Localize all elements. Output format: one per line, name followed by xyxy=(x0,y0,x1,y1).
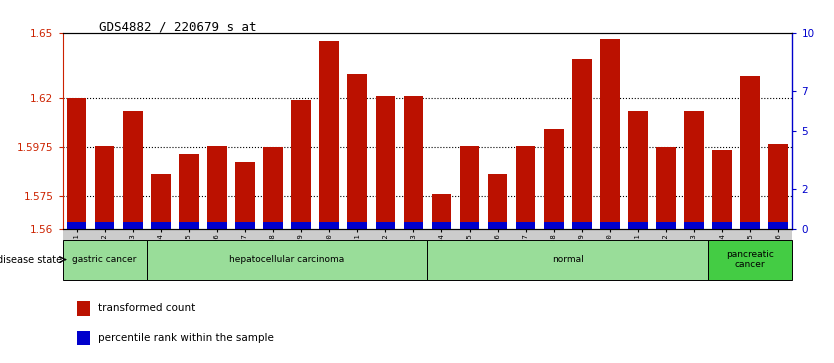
Bar xyxy=(207,146,227,229)
Bar xyxy=(95,222,114,229)
Bar xyxy=(179,222,198,229)
Bar xyxy=(460,146,480,229)
Bar xyxy=(151,222,171,229)
Text: GDS4882 / 220679_s_at: GDS4882 / 220679_s_at xyxy=(99,20,257,33)
Bar xyxy=(67,222,87,229)
Bar xyxy=(488,174,507,229)
Bar xyxy=(348,74,367,229)
Bar xyxy=(319,222,339,229)
Bar xyxy=(235,222,255,229)
Bar xyxy=(544,222,564,229)
Bar xyxy=(516,222,535,229)
Bar xyxy=(488,222,507,229)
FancyBboxPatch shape xyxy=(147,240,428,280)
Bar xyxy=(712,150,732,229)
Bar xyxy=(67,98,87,229)
Bar xyxy=(291,100,311,229)
Bar xyxy=(319,41,339,229)
Bar xyxy=(348,222,367,229)
Bar xyxy=(123,111,143,229)
Bar xyxy=(656,222,676,229)
Bar xyxy=(516,146,535,229)
Bar xyxy=(264,222,283,229)
Text: gastric cancer: gastric cancer xyxy=(73,255,137,264)
Bar xyxy=(600,222,620,229)
Text: hepatocellular carcinoma: hepatocellular carcinoma xyxy=(229,255,344,264)
Bar xyxy=(264,147,283,229)
Bar xyxy=(768,222,788,229)
Bar xyxy=(235,162,255,229)
Bar xyxy=(684,111,704,229)
FancyBboxPatch shape xyxy=(428,240,708,280)
Bar xyxy=(432,194,451,229)
Text: normal: normal xyxy=(552,255,584,264)
Bar xyxy=(460,222,480,229)
Bar xyxy=(179,154,198,229)
Bar xyxy=(123,222,143,229)
Bar xyxy=(375,96,395,229)
Bar xyxy=(77,331,90,345)
Text: transformed count: transformed count xyxy=(98,303,195,313)
Bar xyxy=(684,222,704,229)
Bar xyxy=(77,301,90,315)
Bar xyxy=(712,222,732,229)
Bar xyxy=(572,59,591,229)
Bar xyxy=(600,39,620,229)
Text: pancreatic
cancer: pancreatic cancer xyxy=(726,250,774,269)
Bar xyxy=(656,147,676,229)
Bar xyxy=(375,222,395,229)
Bar xyxy=(572,222,591,229)
Bar xyxy=(741,222,760,229)
Bar xyxy=(404,222,423,229)
Bar xyxy=(404,96,423,229)
Bar xyxy=(544,129,564,229)
Bar xyxy=(95,146,114,229)
FancyBboxPatch shape xyxy=(63,240,147,280)
Text: percentile rank within the sample: percentile rank within the sample xyxy=(98,333,274,343)
Bar xyxy=(741,76,760,229)
FancyBboxPatch shape xyxy=(708,240,792,280)
Bar xyxy=(628,222,648,229)
Bar xyxy=(768,144,788,229)
Bar xyxy=(151,174,171,229)
Bar xyxy=(432,222,451,229)
Bar xyxy=(628,111,648,229)
Text: disease state: disease state xyxy=(0,254,63,265)
Bar xyxy=(207,222,227,229)
Bar xyxy=(291,222,311,229)
